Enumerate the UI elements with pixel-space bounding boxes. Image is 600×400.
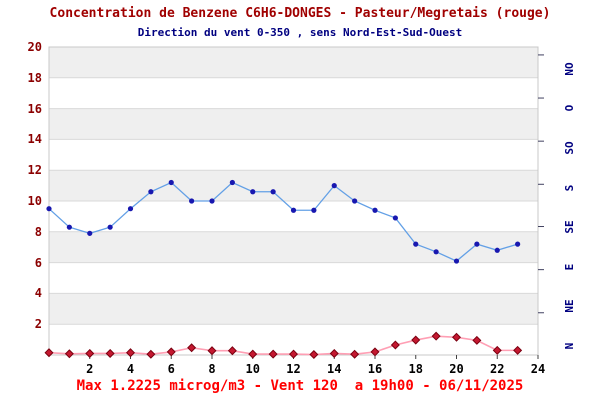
benzene-point [411,335,421,345]
x-tick-label: 6 [167,362,175,376]
y-tick-label: 10 [27,194,42,208]
wind-direction-point [453,258,460,264]
right-axis-label-so: SO [563,141,576,155]
y-tick-label: 20 [27,40,42,54]
chart-subtitle: Direction du vent 0-350 , sens Nord-Est-… [137,26,463,39]
benzene-point [105,348,115,358]
right-axis-label-e: E [563,263,576,271]
y-tick-label: 12 [27,163,42,178]
grid-band [49,47,538,78]
x-tick-label: 20 [449,362,464,376]
wind-direction-line [48,181,518,262]
benzene-point [146,349,156,359]
benzene-point [227,346,237,356]
x-tick-label: 16 [367,362,383,376]
wind-direction-point [46,206,52,212]
y-tick-label: 18 [27,70,42,85]
x-tick-label: 24 [530,362,546,376]
y-tick-label: 2 [34,317,42,332]
right-axis-label-ne: NE [563,299,576,314]
right-axis-label-n: N [563,342,576,350]
benzene-point [207,346,217,356]
wind-direction-point [474,241,480,247]
benzene-point [125,348,136,358]
x-tick-label: 12 [286,362,301,376]
y-tick-label: 16 [27,101,42,116]
wind-direction-point [413,241,419,247]
benzene-point [492,345,502,355]
x-tick-label: 22 [490,362,505,376]
benzene-point [309,350,319,360]
benzene-point [431,331,441,341]
wind-direction-point [494,247,500,253]
wind-direction-point [66,224,72,230]
wind-direction-point [270,189,276,195]
benzene-point [248,349,258,359]
x-tick-label: 18 [408,362,423,376]
benzene-point [85,348,95,358]
wind-direction-point [392,215,398,221]
wind-direction-point [107,224,113,230]
benzene-point [44,348,54,358]
y-tick-label: 4 [34,286,42,301]
wind-direction-point [189,198,195,204]
benzene-point [288,349,299,359]
y-tick-label: 8 [34,224,42,239]
wind-direction-point [331,183,337,189]
grid-band [49,293,538,325]
wind-direction-point [352,198,358,204]
x-tick-label: 14 [327,362,342,376]
wind-direction-point [127,206,134,212]
benzene-point [390,340,400,350]
y-tick-label: 14 [27,132,42,147]
right-axis-label-s: S [563,184,576,191]
benzene-line [48,335,518,356]
wind-direction-point [290,207,297,213]
benzene-point [370,347,380,357]
benzene-point [451,332,462,342]
y-tick-label: 6 [34,255,42,270]
wind-direction-point [250,189,256,195]
wind-direction-point [433,249,439,255]
benzene-point [350,349,360,359]
x-tick-label: 2 [86,362,94,376]
grid-band [49,108,538,140]
wind-direction-point [515,241,521,247]
x-tick-label: 8 [208,362,216,376]
wind-direction-point [311,207,317,213]
footer-summary: Max 1.2225 microg/m3 - Vent 120 a 19h00 … [76,378,524,394]
right-axis-label-o: O [563,105,576,112]
benzene-point [166,347,176,357]
benzene-point [268,349,278,359]
benzene-point [187,343,197,353]
wind-direction-point [209,198,215,204]
benzene-point [472,335,482,345]
x-tick-label: 4 [126,362,135,376]
grid-band [49,170,538,201]
right-axis-label-no: NO [563,62,576,76]
wind-direction-point [87,230,93,236]
wind-direction-point [148,189,154,195]
wind-direction-point [372,207,378,213]
wind-direction-point [168,179,174,186]
wind-direction-point [229,179,235,186]
benzene-point [329,348,339,358]
benzene-point [513,345,523,355]
grid-band [49,231,538,263]
right-axis-label-se: SE [563,220,576,234]
chart-title: Concentration de Benzene C6H6-DONGES - P… [49,6,551,21]
benzene-point [64,349,74,359]
x-tick-label: 10 [245,362,260,376]
